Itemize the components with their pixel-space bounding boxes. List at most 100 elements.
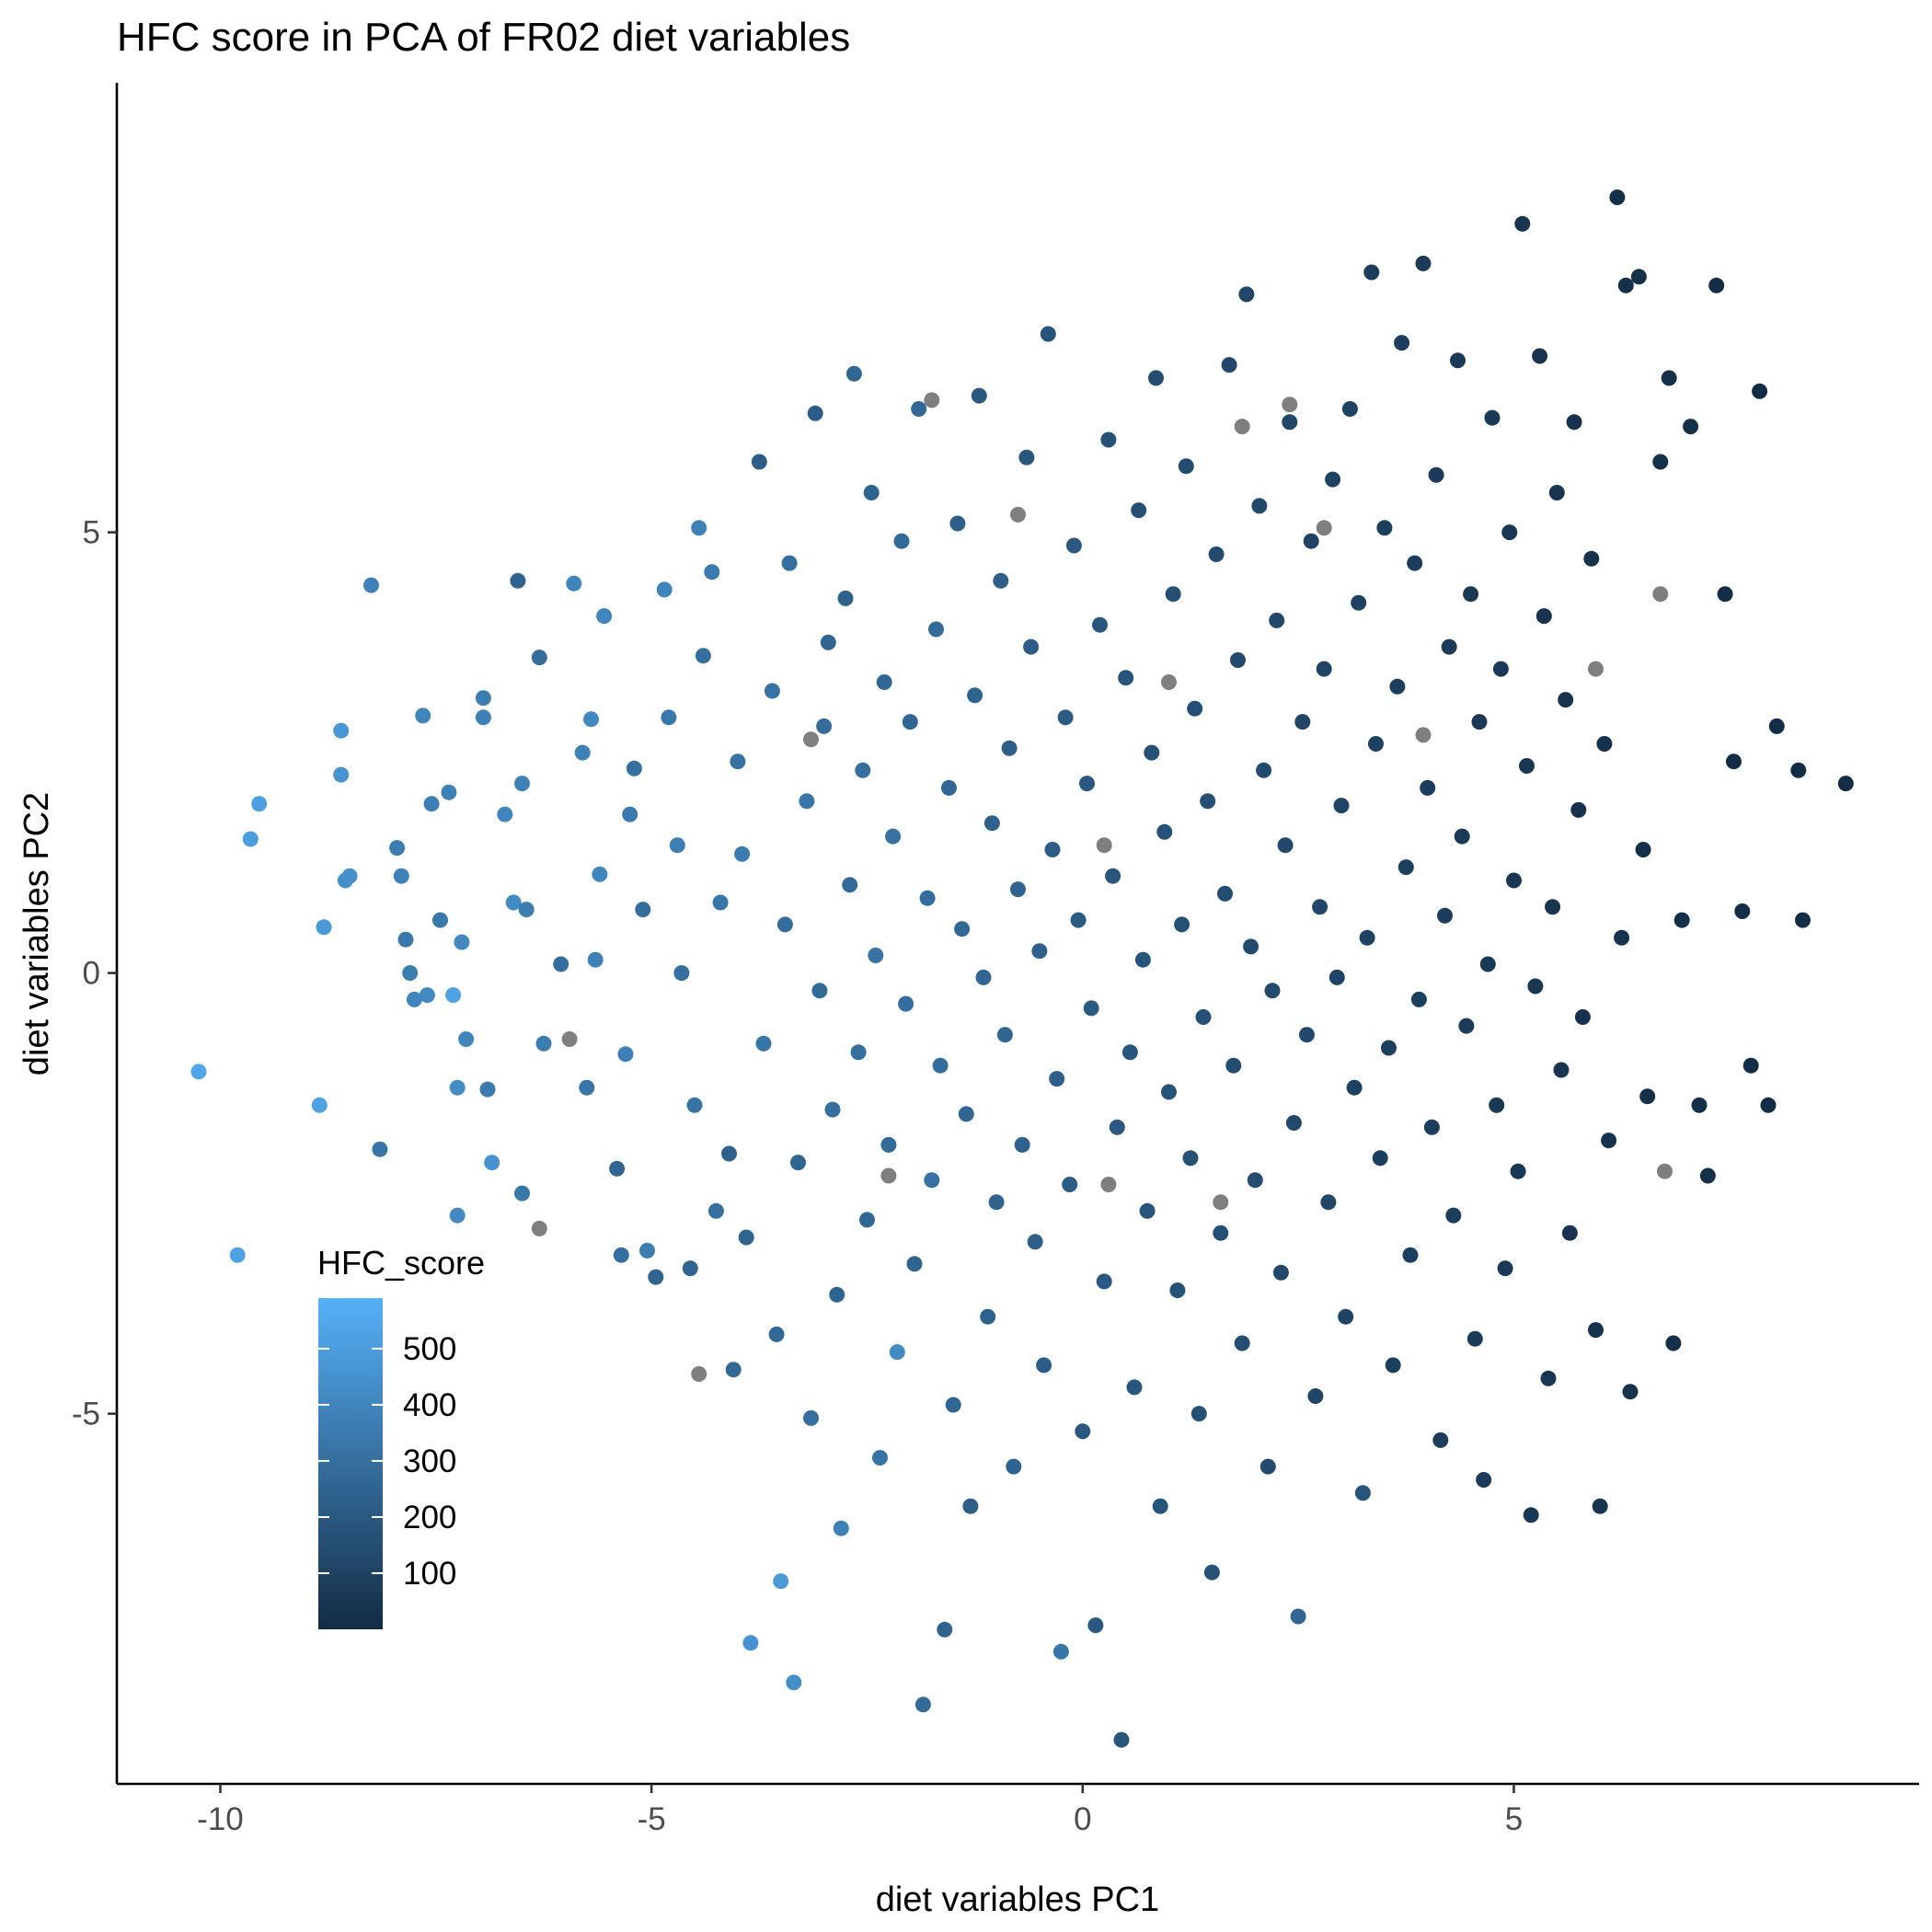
- data-point: [484, 1155, 500, 1171]
- data-point: [432, 912, 448, 928]
- data-point: [855, 762, 871, 778]
- data-point: [1617, 277, 1634, 293]
- data-point: [924, 1172, 940, 1189]
- data-point: [954, 921, 971, 937]
- data-point: [872, 1450, 888, 1466]
- data-point: [592, 866, 608, 882]
- data-point: [1341, 401, 1358, 417]
- data-point: [1018, 449, 1035, 466]
- data-point: [924, 392, 940, 408]
- data-point: [402, 965, 419, 982]
- data-point: [1134, 951, 1151, 968]
- data-point: [889, 1344, 905, 1361]
- data-point: [914, 1696, 931, 1713]
- data-point: [811, 983, 828, 999]
- data-point: [1057, 709, 1074, 726]
- data-point: [1264, 983, 1281, 999]
- x-tick-label: -5: [638, 1801, 666, 1837]
- data-point: [1420, 779, 1436, 796]
- data-point: [1368, 736, 1384, 752]
- data-point: [691, 1366, 707, 1382]
- data-point: [1213, 1225, 1229, 1241]
- data-point: [1432, 1432, 1449, 1448]
- data-point: [229, 1247, 246, 1263]
- data-point: [941, 779, 957, 796]
- legend-colorbar: [318, 1298, 383, 1629]
- data-point: [1437, 907, 1453, 924]
- data-point: [406, 991, 422, 1007]
- data-point: [1760, 1097, 1777, 1113]
- data-point: [1523, 1507, 1539, 1524]
- data-point: [820, 634, 836, 650]
- data-point: [635, 902, 651, 918]
- data-point: [988, 1194, 1005, 1211]
- data-point: [531, 1220, 547, 1236]
- legend-label: 400: [403, 1387, 456, 1423]
- data-point: [1601, 1133, 1617, 1149]
- data-point: [768, 1326, 785, 1342]
- data-point: [1592, 1498, 1608, 1514]
- data-point: [742, 1635, 759, 1651]
- data-point: [242, 831, 259, 847]
- data-point: [475, 690, 491, 707]
- data-point: [1105, 868, 1121, 884]
- data-point: [1325, 471, 1341, 488]
- data-point: [1652, 586, 1669, 603]
- data-point: [1001, 740, 1018, 756]
- data-point: [1588, 661, 1604, 677]
- data-point: [1683, 419, 1699, 435]
- data-point: [1510, 1163, 1526, 1179]
- data-point: [1328, 969, 1345, 985]
- data-point: [1484, 409, 1501, 426]
- data-point: [845, 365, 862, 382]
- data-point: [1285, 1115, 1302, 1131]
- data-point: [1489, 1097, 1505, 1113]
- data-point: [704, 564, 720, 581]
- data-point: [971, 387, 987, 404]
- data-point: [996, 1027, 1013, 1043]
- data-point: [1243, 938, 1259, 955]
- data-point: [1657, 1163, 1673, 1179]
- data-point: [535, 1035, 552, 1052]
- data-point: [1717, 586, 1733, 603]
- data-point: [479, 1081, 496, 1098]
- y-tick-label: 0: [83, 956, 100, 992]
- data-point: [1010, 881, 1026, 898]
- data-point: [1049, 1071, 1065, 1087]
- data-point: [850, 1044, 867, 1061]
- data-point: [1187, 700, 1203, 717]
- data-point: [1148, 370, 1164, 386]
- data-point: [868, 948, 884, 963]
- data-point: [1131, 502, 1147, 519]
- data-point: [1200, 793, 1216, 810]
- data-point: [1087, 1617, 1104, 1634]
- data-point: [574, 744, 591, 761]
- y-axis-ticks: -5 0 5: [72, 515, 117, 1432]
- data-point: [1506, 872, 1522, 889]
- data-point: [773, 1573, 789, 1590]
- data-point: [1174, 916, 1190, 933]
- data-point: [661, 709, 677, 726]
- data-point: [1466, 1330, 1483, 1347]
- data-point: [876, 674, 892, 690]
- data-point: [786, 1674, 802, 1691]
- y-tick-label: 5: [83, 515, 100, 551]
- data-point: [596, 608, 613, 625]
- data-point: [1726, 753, 1742, 770]
- data-point: [1570, 801, 1587, 818]
- data-point: [1454, 828, 1470, 845]
- data-point: [566, 575, 582, 592]
- data-point: [880, 1167, 897, 1184]
- data-point: [1144, 744, 1160, 761]
- data-point: [1247, 1172, 1263, 1189]
- data-point: [397, 931, 414, 948]
- data-point: [738, 1229, 754, 1246]
- data-point: [1407, 555, 1423, 571]
- data-point: [1230, 652, 1246, 668]
- data-point: [1320, 1194, 1337, 1211]
- data-point: [799, 793, 815, 810]
- data-point: [1479, 956, 1496, 972]
- data-point: [609, 1160, 626, 1177]
- data-point: [1471, 714, 1488, 730]
- data-point: [497, 806, 513, 822]
